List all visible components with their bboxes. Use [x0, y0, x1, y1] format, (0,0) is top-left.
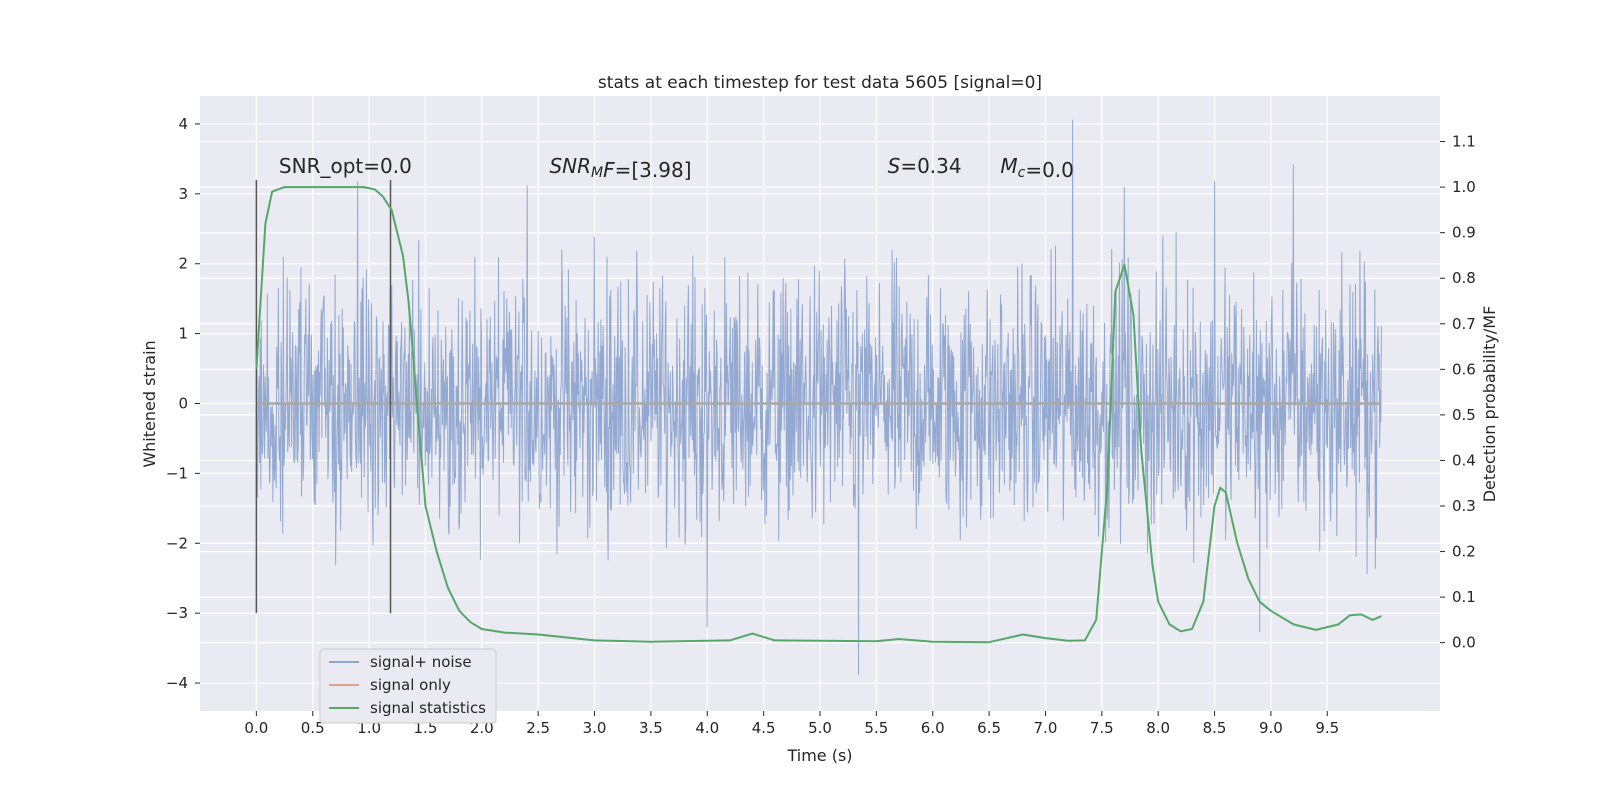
y-tick-label: −2	[166, 534, 188, 552]
x-tick-label: 5.5	[864, 719, 888, 737]
vertical-markers	[255, 179, 392, 614]
y2-tick-label: 0.5	[1452, 406, 1476, 424]
annotation-text: SNRMF=[3.98]	[549, 154, 691, 182]
x-tick-label: 3.0	[583, 719, 607, 737]
y-tick-label: 0	[178, 395, 188, 413]
signal-noise-line	[255, 119, 1382, 675]
x-tick-label: 4.0	[695, 719, 719, 737]
y-tick-label: −1	[166, 464, 188, 482]
annotations: SNR_opt=0.0 SNRMF=[3.98] S=0.34 Mc=0.0	[279, 154, 1074, 182]
signal-noise-series	[255, 119, 1382, 675]
y2-tick-label: 0.2	[1452, 543, 1476, 561]
chart-title: stats at each timestep for test data 560…	[598, 73, 1042, 93]
y2-tick-label: 0.4	[1452, 451, 1476, 469]
y-axis-ticks: −4 −3 −2 −1 0 1 2 3 4	[166, 115, 200, 692]
y-tick-label: −3	[166, 604, 188, 622]
y-tick-label: 4	[178, 115, 188, 133]
y2-tick-label: 0.6	[1452, 360, 1476, 378]
y2-tick-label: 0.0	[1452, 634, 1476, 652]
y2-axis-label: Detection probability/MF	[1480, 306, 1499, 503]
x-tick-label: 8.5	[1203, 719, 1227, 737]
y2-axis-ticks: 0.0 0.1 0.2 0.3 0.4 0.5 0.6 0.7 0.8 0.9 1.0 1.1	[1440, 133, 1476, 652]
x-tick-label: 8.0	[1146, 719, 1170, 737]
x-tick-label: 0.5	[301, 719, 325, 737]
signal-statistics-series	[255, 186, 1382, 644]
x-tick-label: 0.0	[244, 719, 268, 737]
y-tick-label: −4	[166, 674, 188, 692]
legend: signal+ noise signal only signal statist…	[319, 648, 497, 724]
x-tick-label: 4.5	[752, 719, 776, 737]
legend-label-signal-noise: signal+ noise	[370, 653, 472, 671]
y2-tick-label: 0.7	[1452, 315, 1476, 333]
y2-tick-label: 1.1	[1452, 133, 1476, 151]
y2-tick-label: 1.0	[1452, 178, 1476, 196]
x-tick-label: 9.5	[1315, 719, 1339, 737]
annotation-text: S=0.34	[888, 154, 962, 178]
y-axis-label: Whitened strain	[140, 340, 159, 467]
annotation-text: Mc=0.0	[1000, 154, 1074, 182]
x-tick-label: 9.0	[1259, 719, 1283, 737]
x-tick-label: 2.5	[526, 719, 550, 737]
y2-tick-label: 0.1	[1452, 588, 1476, 606]
y-tick-label: 3	[178, 185, 188, 203]
legend-frame	[319, 648, 497, 724]
y-tick-label: 1	[178, 325, 188, 343]
x-tick-label: 7.5	[1090, 719, 1114, 737]
x-tick-label: 3.5	[639, 719, 663, 737]
legend-label-signal-only: signal only	[370, 676, 451, 694]
y-tick-label: 2	[178, 255, 188, 273]
legend-label-signal-statistics: signal statistics	[370, 699, 486, 717]
signal-statistics-line	[255, 186, 1382, 644]
x-tick-label: 6.0	[921, 719, 945, 737]
y2-tick-label: 0.8	[1452, 269, 1476, 287]
x-tick-label: 7.0	[1034, 719, 1058, 737]
y2-tick-label: 0.9	[1452, 224, 1476, 242]
x-axis-label: Time (s)	[786, 746, 852, 765]
x-tick-label: 5.0	[808, 719, 832, 737]
y2-tick-label: 0.3	[1452, 497, 1476, 515]
x-tick-label: 6.5	[977, 719, 1001, 737]
annotation-text: SNR_opt=0.0	[279, 154, 412, 178]
